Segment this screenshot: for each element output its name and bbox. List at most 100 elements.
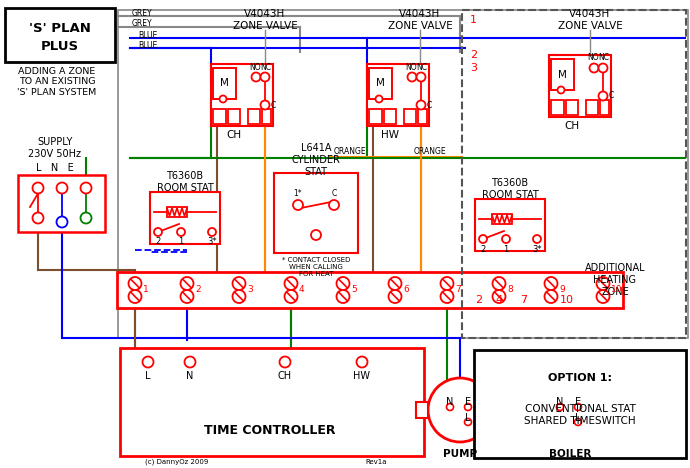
Text: 10: 10 — [611, 285, 622, 294]
Text: OPTION 1:: OPTION 1: — [548, 373, 612, 383]
Circle shape — [417, 101, 426, 110]
Text: 3*: 3* — [207, 237, 217, 247]
Circle shape — [293, 200, 303, 210]
Polygon shape — [211, 64, 273, 126]
Circle shape — [279, 357, 290, 367]
Polygon shape — [492, 214, 512, 224]
Circle shape — [181, 290, 193, 303]
Polygon shape — [228, 109, 240, 124]
Polygon shape — [213, 68, 236, 99]
Text: BOILER: BOILER — [549, 449, 591, 459]
Text: CH: CH — [564, 121, 580, 131]
Polygon shape — [213, 109, 226, 124]
Circle shape — [219, 95, 226, 102]
Text: 2: 2 — [155, 237, 161, 247]
Text: ORANGE: ORANGE — [414, 147, 446, 156]
Text: SUPPLY
230V 50Hz: SUPPLY 230V 50Hz — [28, 137, 81, 159]
Circle shape — [538, 378, 602, 442]
Text: T6360B
ROOM STAT: T6360B ROOM STAT — [482, 178, 538, 200]
Text: CH: CH — [278, 371, 292, 381]
Circle shape — [154, 228, 162, 236]
Circle shape — [337, 277, 350, 290]
Text: M: M — [558, 70, 567, 80]
Circle shape — [596, 277, 609, 290]
Circle shape — [233, 290, 246, 303]
Circle shape — [128, 277, 141, 290]
Text: PLUS: PLUS — [41, 41, 79, 53]
Text: L641A
CYLINDER
STAT: L641A CYLINDER STAT — [292, 143, 340, 176]
Text: 1: 1 — [179, 237, 184, 247]
Polygon shape — [492, 402, 504, 418]
Text: Rev1a: Rev1a — [365, 459, 386, 465]
Text: 'S' PLAN: 'S' PLAN — [29, 22, 91, 35]
Text: HW: HW — [353, 371, 371, 381]
Text: 10: 10 — [560, 295, 574, 305]
Circle shape — [428, 378, 492, 442]
Text: M: M — [376, 79, 385, 88]
Text: E: E — [465, 397, 471, 407]
Circle shape — [598, 92, 607, 101]
Circle shape — [575, 418, 582, 425]
Polygon shape — [120, 348, 424, 456]
Circle shape — [589, 64, 598, 73]
Circle shape — [598, 64, 607, 73]
Polygon shape — [274, 173, 358, 253]
Text: 4: 4 — [299, 285, 304, 294]
Polygon shape — [369, 68, 392, 99]
Polygon shape — [18, 175, 105, 232]
Circle shape — [32, 212, 43, 224]
Circle shape — [557, 403, 564, 410]
Polygon shape — [384, 109, 396, 124]
Circle shape — [464, 403, 471, 410]
Circle shape — [388, 290, 402, 303]
Polygon shape — [600, 100, 609, 115]
Polygon shape — [167, 207, 187, 217]
Text: NO: NO — [249, 63, 261, 72]
Circle shape — [440, 277, 453, 290]
Circle shape — [357, 357, 368, 367]
Circle shape — [32, 183, 43, 193]
Text: * CONTACT CLOSED
WHEN CALLING
FOR HEAT: * CONTACT CLOSED WHEN CALLING FOR HEAT — [282, 257, 351, 277]
Polygon shape — [262, 109, 271, 124]
Text: C: C — [609, 92, 613, 101]
Text: TIME CONTROLLER: TIME CONTROLLER — [204, 424, 336, 437]
Circle shape — [184, 357, 195, 367]
Circle shape — [233, 277, 246, 290]
Text: 7: 7 — [455, 285, 461, 294]
Text: CH: CH — [226, 130, 242, 140]
Text: M: M — [220, 79, 229, 88]
Text: C: C — [270, 101, 275, 110]
Circle shape — [57, 217, 68, 227]
Circle shape — [479, 235, 487, 243]
Text: 1: 1 — [143, 285, 149, 294]
Polygon shape — [566, 100, 578, 115]
Circle shape — [284, 277, 297, 290]
Text: L: L — [146, 371, 150, 381]
Text: C: C — [426, 101, 432, 110]
Text: N: N — [186, 371, 194, 381]
Circle shape — [311, 230, 321, 240]
Text: 3*: 3* — [532, 244, 542, 254]
Text: NO: NO — [405, 63, 417, 72]
Circle shape — [181, 277, 193, 290]
Circle shape — [261, 73, 270, 81]
Text: L   N   E: L N E — [36, 163, 74, 173]
Text: 2: 2 — [470, 50, 477, 60]
Text: 3: 3 — [470, 63, 477, 73]
Circle shape — [57, 183, 68, 193]
Text: NC: NC — [417, 63, 428, 72]
Text: ADDING A ZONE
TO AN EXISTING
'S' PLAN SYSTEM: ADDING A ZONE TO AN EXISTING 'S' PLAN SY… — [17, 67, 97, 97]
Circle shape — [544, 277, 558, 290]
Circle shape — [143, 357, 153, 367]
Circle shape — [502, 235, 510, 243]
Circle shape — [440, 290, 453, 303]
Polygon shape — [551, 100, 564, 115]
Text: PUMP: PUMP — [443, 449, 477, 459]
Text: NO: NO — [587, 53, 599, 63]
Polygon shape — [248, 109, 260, 124]
Text: GREY: GREY — [132, 9, 152, 19]
Polygon shape — [549, 55, 611, 117]
Text: 6: 6 — [403, 285, 408, 294]
Polygon shape — [602, 402, 614, 418]
Text: T6360B
ROOM STAT: T6360B ROOM STAT — [157, 171, 213, 193]
